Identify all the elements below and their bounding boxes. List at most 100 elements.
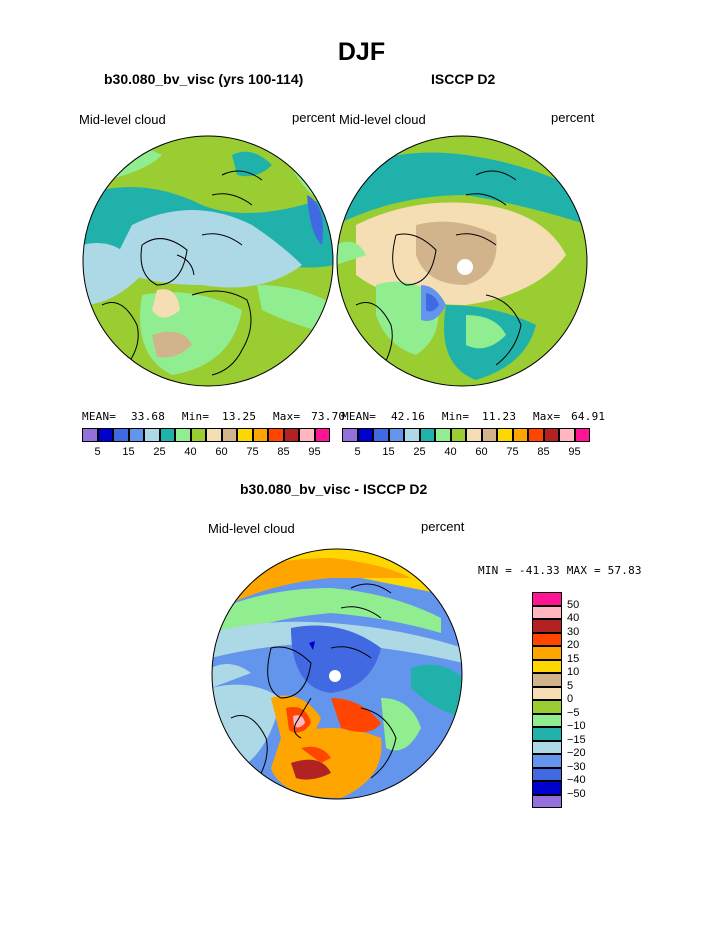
diff-colorbar-label: 50 — [567, 598, 580, 611]
panel-2-max: 64.91 — [571, 410, 606, 423]
panel-1-colorbar-swatch — [299, 428, 315, 442]
panel-1-stats: MEAN= 33.68 Min= 13.25 Max= 73.70 — [82, 410, 345, 423]
diff-colorbar-swatch — [532, 592, 562, 606]
panel-1-colorbar-swatch — [97, 428, 113, 442]
diff-colorbar-swatch — [532, 673, 562, 687]
panel-1-colorbar-tick-label: 75 — [246, 446, 259, 458]
panel-1-max-label: Max= — [272, 410, 301, 423]
page-title: DJF — [337, 38, 386, 66]
panel-1-colorbar-swatch — [190, 428, 206, 442]
diff-colorbar-swatch — [532, 646, 562, 660]
panel-1-colorbar-ticks: 5 15 25 40 60 75 85 95 — [82, 446, 330, 460]
panel-1-colorbar-swatch — [113, 428, 129, 442]
panel-2-colorbar-swatch — [559, 428, 575, 442]
panel-2-colorbar-swatch — [404, 428, 420, 442]
panel-2-colorbar-swatch — [357, 428, 373, 442]
diff-colorbar-label: 10 — [567, 666, 580, 678]
panel-1-colorbar-tick-label: 40 — [184, 446, 197, 458]
panel-2-mean-label: MEAN= — [342, 410, 377, 423]
panel-1-colorbar-swatch — [237, 428, 253, 442]
diff-colorbar-label: −15 — [567, 733, 586, 746]
diff-colorbar-label: −40 — [567, 774, 586, 786]
panel-1-max: 73.70 — [311, 410, 346, 423]
diff-colorbar-swatch — [532, 700, 562, 714]
panel-2-subtitle: ISCCP D2 — [431, 71, 496, 87]
panel-2-colorbar-swatch — [435, 428, 451, 442]
panel-2-colorbar-swatch — [419, 428, 435, 442]
diff-colorbar-label: −5 — [567, 706, 580, 719]
panel-1-colorbar-tick-label: 95 — [308, 446, 321, 458]
panel-1-colorbar-swatch — [221, 428, 237, 442]
panel-1-colorbar-swatch — [82, 428, 98, 442]
diff-minmax: MIN = -41.33 MAX = 57.83 — [478, 564, 642, 577]
panel-2-colorbar-tick-label: 25 — [413, 446, 426, 458]
panel-1-colorbar-swatch — [159, 428, 175, 442]
diff-polar-map — [211, 548, 463, 800]
diff-colorbar-label: −20 — [567, 747, 586, 759]
panel-2-colorbar — [342, 428, 590, 442]
panel-2-colorbar-tick-label: 15 — [382, 446, 395, 458]
panel-1-colorbar-tick-label: 25 — [153, 446, 166, 458]
diff-colorbar-label: 20 — [567, 639, 580, 651]
panel-2-colorbar-tick-label: 75 — [506, 446, 519, 458]
diff-colorbar-label: −50 — [567, 787, 586, 800]
panel-1-colorbar-swatch — [128, 428, 144, 442]
panel-1-mean: 33.68 — [130, 410, 166, 423]
panel-1-polar-map — [82, 135, 334, 387]
diff-colorbar-label: 15 — [567, 652, 580, 665]
panel-2-colorbar-swatch — [497, 428, 513, 442]
panel-2-max-label: Max= — [532, 410, 561, 423]
panel-2-colorbar-swatch — [512, 428, 528, 442]
diff-colorbar-label: 30 — [567, 625, 580, 638]
diff-colorbar-label: 5 — [567, 679, 574, 692]
panel-2-colorbar-swatch — [373, 428, 389, 442]
diff-title: b30.080_bv_visc - ISCCP D2 — [240, 481, 428, 497]
panel-2-colorbar-tick-label: 5 — [354, 446, 361, 458]
diff-colorbar-swatch — [532, 767, 562, 781]
panel-1-left-label: Mid-level cloud — [79, 112, 166, 127]
diff-colorbar — [532, 592, 562, 808]
panel-1-colorbar-swatch — [144, 428, 160, 442]
panel-1-subtitle: b30.080_bv_visc (yrs 100-114) — [104, 71, 304, 87]
panel-2-colorbar-swatch — [466, 428, 482, 442]
panel-2-colorbar-swatch — [342, 428, 358, 442]
panel-1-colorbar-swatch — [314, 428, 330, 442]
diff-colorbar-label: −30 — [567, 760, 586, 773]
panel-2-colorbar-tick-label: 40 — [444, 446, 457, 458]
diff-colorbar-swatch — [532, 754, 562, 768]
panel-2-min-label: Min= — [441, 410, 470, 423]
panel-1-colorbar-swatch — [252, 428, 268, 442]
diff-colorbar-swatch — [532, 781, 562, 795]
panel-1-colorbar-swatch — [206, 428, 222, 442]
panel-1-colorbar-tick-label: 85 — [277, 446, 290, 458]
panel-2-colorbar-tick-label: 95 — [568, 446, 581, 458]
panel-2-colorbar-swatch — [543, 428, 559, 442]
diff-colorbar-swatch — [532, 619, 562, 633]
diff-colorbar-swatch — [532, 605, 562, 619]
diff-colorbar-swatch — [532, 686, 562, 700]
panel-2-colorbar-swatch — [528, 428, 544, 442]
panel-2-colorbar-ticks: 5 15 25 40 60 75 85 95 — [342, 446, 590, 460]
diff-colorbar-label: 40 — [567, 612, 580, 624]
panel-1-colorbar-swatch — [283, 428, 299, 442]
panel-2-mean: 42.16 — [390, 410, 426, 423]
diff-colorbar-swatch — [532, 713, 562, 727]
diff-colorbar-label: 0 — [567, 693, 574, 705]
panel-1-units: percent — [292, 110, 336, 125]
panel-2-colorbar-swatch — [388, 428, 404, 442]
diff-colorbar-swatch — [532, 740, 562, 754]
panel-2-colorbar-tick-label: 85 — [537, 446, 550, 458]
diff-left-label: Mid-level cloud — [208, 521, 295, 536]
panel-2-colorbar-swatch — [450, 428, 466, 442]
panel-2-colorbar-swatch — [574, 428, 590, 442]
panel-1-min-label: Min= — [181, 410, 210, 423]
panel-1-mean-label: MEAN= — [82, 410, 117, 423]
panel-2-units: percent — [551, 110, 595, 125]
diff-colorbar-swatch — [532, 727, 562, 741]
panel-1-colorbar — [82, 428, 330, 442]
panel-1-colorbar-tick-label: 60 — [215, 446, 228, 458]
panel-2-left-label: Mid-level cloud — [339, 112, 426, 127]
panel-1-min: 13.25 — [222, 410, 257, 423]
panel-2-stats: MEAN= 42.16 Min= 11.23 Max= 64.91 — [342, 410, 605, 423]
panel-1-colorbar-tick-label: 5 — [94, 446, 101, 458]
